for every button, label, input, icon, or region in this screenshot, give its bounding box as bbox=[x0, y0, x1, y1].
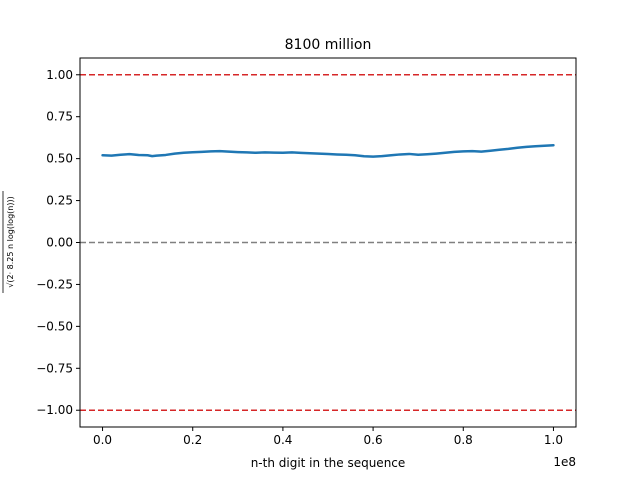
y-tick-label: −0.25 bbox=[36, 277, 73, 291]
x-axis: 0.0 0.2 0.4 0.6 0.8 1.0 bbox=[93, 427, 563, 447]
x-tick-label: 0.0 bbox=[93, 433, 112, 447]
y-tick-label: 1.00 bbox=[46, 68, 73, 82]
y-tick-label: −1.00 bbox=[36, 403, 73, 417]
y-tick-label: −0.75 bbox=[36, 361, 73, 375]
y-axis: −1.00 −0.75 −0.50 −0.25 0.00 0.25 0.50 0.75 1.00 bbox=[36, 68, 80, 417]
x-tick-label: 0.4 bbox=[273, 433, 292, 447]
chart-title: 8100 million bbox=[285, 37, 372, 53]
x-tick-label: 0.2 bbox=[183, 433, 202, 447]
x-tick-label: 0.8 bbox=[454, 433, 473, 447]
y-tick-label: 0.00 bbox=[46, 236, 73, 250]
plot-area bbox=[80, 74, 576, 411]
x-axis-label: n-th digit in the sequence bbox=[251, 456, 406, 470]
series-line-0 bbox=[101, 143, 555, 158]
y-tick-label: 0.50 bbox=[46, 152, 73, 166]
y-tick-label: 0.75 bbox=[46, 110, 73, 124]
x-axis-offset-label: 1e8 bbox=[553, 455, 576, 469]
y-axis-label: √(2· 8.25 n log(log(n))) bbox=[6, 196, 15, 287]
y-tick-label: 0.25 bbox=[46, 194, 73, 208]
y-axis-label-group: √(2· 8.25 n log(log(n))) bbox=[2, 191, 15, 293]
x-tick-label: 0.6 bbox=[364, 433, 383, 447]
y-tick-label: −0.50 bbox=[36, 319, 73, 333]
x-tick-label: 1.0 bbox=[544, 433, 563, 447]
